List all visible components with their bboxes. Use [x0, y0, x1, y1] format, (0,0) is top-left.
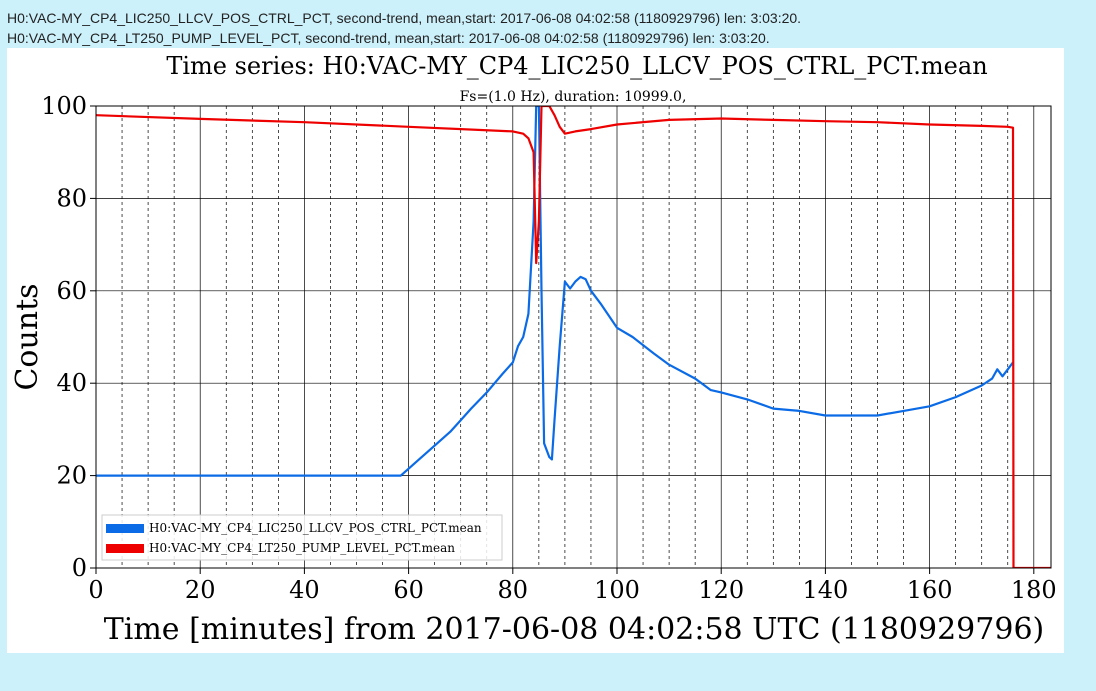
series-line-0 [96, 106, 1014, 477]
x-tick-label: 120 [698, 576, 744, 604]
chart-subtitle: Fs=(1.0 Hz), duration: 10999.0, [460, 89, 687, 105]
x-tick-label: 100 [594, 576, 640, 604]
x-tick-label: 140 [802, 576, 848, 604]
x-tick-label: 0 [88, 576, 103, 604]
y-tick-label: 80 [56, 184, 87, 212]
trend-header-line-2: H0:VAC-MY_CP4_LT250_PUMP_LEVEL_PCT, seco… [7, 30, 770, 46]
legend-swatch-series-1 [106, 544, 144, 553]
chart-title: Time series: H0:VAC-MY_CP4_LIC250_LLCV_P… [166, 52, 987, 80]
series-line-1 [96, 106, 1051, 568]
y-tick-label: 0 [72, 554, 87, 582]
legend: H0:VAC-MY_CP4_LIC250_LLCV_POS_CTRL_PCT.m… [101, 514, 503, 561]
series-layer [96, 106, 1051, 568]
x-tick-label: 20 [185, 576, 216, 604]
legend-label-series-0: H0:VAC-MY_CP4_LIC250_LLCV_POS_CTRL_PCT.m… [149, 521, 482, 535]
tick-layer: 0 20 40 60 80 100 120 140 160 180 0 20 40 60 80 100 [41, 92, 1057, 604]
plot-panel: Time series: H0:VAC-MY_CP4_LIC250_LLCV_P… [7, 48, 1064, 653]
y-tick-label: 40 [56, 369, 87, 397]
y-tick-label: 60 [56, 277, 87, 305]
trend-header-line-1: H0:VAC-MY_CP4_LIC250_LLCV_POS_CTRL_PCT, … [7, 10, 802, 26]
x-tick-label: 180 [1011, 576, 1057, 604]
legend-box [101, 514, 503, 561]
x-tick-label: 60 [393, 576, 424, 604]
time-series-chart: Time series: H0:VAC-MY_CP4_LIC250_LLCV_P… [10, 52, 1057, 647]
plot-frame [95, 105, 1052, 569]
x-axis-label: Time [minutes] from 2017-06-08 04:02:58 … [104, 612, 1045, 647]
y-tick-label: 20 [56, 462, 87, 490]
y-axis-label: Counts [10, 283, 45, 390]
x-tick-label: 160 [907, 576, 953, 604]
y-tick-label: 100 [41, 92, 87, 120]
grid-layer [96, 106, 1051, 568]
legend-swatch-series-0 [106, 524, 144, 533]
x-tick-label: 40 [289, 576, 320, 604]
x-tick-label: 80 [498, 576, 529, 604]
legend-label-series-1: H0:VAC-MY_CP4_LT250_PUMP_LEVEL_PCT.mean [149, 541, 455, 555]
